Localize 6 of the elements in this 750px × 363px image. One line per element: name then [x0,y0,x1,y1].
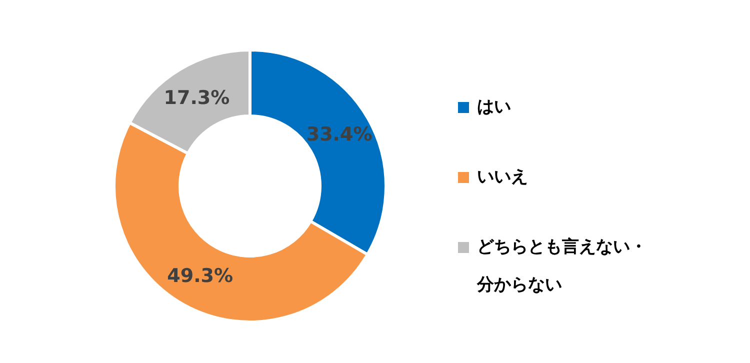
legend-label: どちらとも言えない・分からない [477,236,648,297]
legend-label: はい [477,96,511,119]
data-label: 33.4% [306,124,372,146]
legend-label: いいえ [477,166,528,189]
data-label: 17.3% [164,86,230,109]
data-label: 49.3% [167,265,234,288]
